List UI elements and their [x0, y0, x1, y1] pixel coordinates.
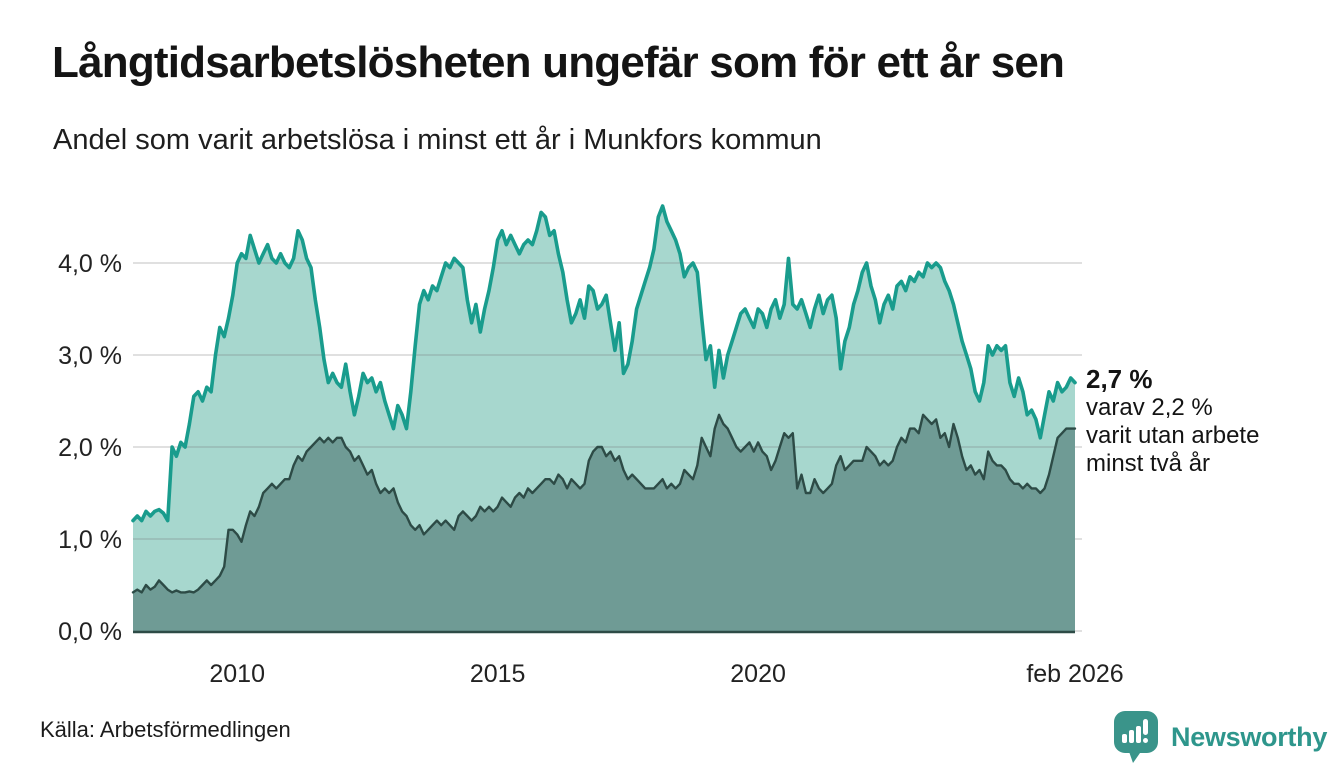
annotation-line: varit utan arbete: [1086, 422, 1260, 449]
x-axis-label: 2015: [470, 660, 526, 688]
y-axis-label: 3,0 %: [58, 342, 122, 370]
logo-bar: [1122, 734, 1127, 743]
x-axis-label: 2010: [209, 660, 265, 688]
x-axis-label: 2020: [730, 660, 786, 688]
area-min-two-years: [133, 414, 1075, 631]
newsworthy-icon: [1114, 711, 1158, 763]
y-axis-label: 2,0 %: [58, 434, 122, 462]
x-axis-label: feb 2026: [1026, 660, 1123, 688]
line-min-two-years: [131, 413, 1077, 594]
line-min-one-year: [131, 204, 1077, 523]
page-title: Långtidsarbetslösheten ungefär som för e…: [52, 38, 1065, 87]
annotation-line: minst två år: [1086, 450, 1211, 477]
y-axis-label: 4,0 %: [58, 250, 122, 278]
y-axis-label: 0,0 %: [58, 618, 122, 646]
y-axis-label: 1,0 %: [58, 526, 122, 554]
latest-value-annotation: 2,7 % varav 2,2 % varit utan arbete mins…: [1086, 364, 1259, 478]
page-subtitle: Andel som varit arbetslösa i minst ett å…: [53, 124, 822, 156]
logo-exclamation-dot: [1143, 738, 1148, 743]
logo-bar: [1136, 726, 1141, 743]
logo-exclamation: [1143, 719, 1148, 735]
newsworthy-logo: Newsworthy: [1113, 710, 1327, 764]
area-chart: 0,0 % 1,0 % 2,0 % 3,0 % 4,0 % 2010 2015 2020 feb…: [58, 204, 1124, 688]
source-note: Källa: Arbetsförmedlingen: [40, 717, 291, 742]
latest-value: 2,7 %: [1086, 364, 1153, 394]
brand-name: Newsworthy: [1171, 721, 1328, 752]
annotation-line: varav 2,2 %: [1086, 394, 1213, 421]
logo-bar: [1129, 730, 1134, 743]
